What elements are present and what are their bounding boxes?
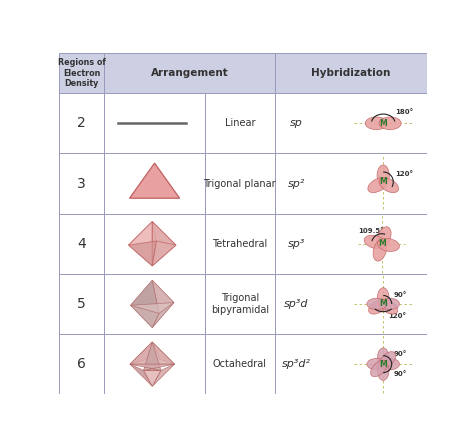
Ellipse shape xyxy=(377,360,389,381)
Bar xyxy=(59,153,104,214)
Ellipse shape xyxy=(364,235,386,249)
Text: 5: 5 xyxy=(77,297,86,311)
Polygon shape xyxy=(130,342,152,364)
Ellipse shape xyxy=(379,178,399,193)
Text: Octahedral: Octahedral xyxy=(213,359,267,369)
Ellipse shape xyxy=(377,238,400,252)
Bar xyxy=(104,53,275,93)
Bar xyxy=(205,153,275,214)
Bar xyxy=(104,153,205,214)
Ellipse shape xyxy=(379,352,396,368)
Bar xyxy=(275,214,427,274)
Ellipse shape xyxy=(377,165,389,186)
Ellipse shape xyxy=(368,178,387,193)
Bar xyxy=(205,274,275,334)
Bar xyxy=(205,214,275,274)
Text: Tetrahedral: Tetrahedral xyxy=(212,239,267,249)
Text: 90°: 90° xyxy=(393,372,407,377)
Polygon shape xyxy=(152,241,176,266)
Ellipse shape xyxy=(377,348,389,368)
Polygon shape xyxy=(130,342,174,364)
Ellipse shape xyxy=(373,240,387,261)
Text: Trigonal
bipyramidal: Trigonal bipyramidal xyxy=(211,293,269,315)
Text: M: M xyxy=(378,239,385,248)
Polygon shape xyxy=(130,364,174,370)
Bar xyxy=(275,334,427,394)
Bar xyxy=(205,334,275,394)
Text: 90°: 90° xyxy=(393,351,407,358)
Ellipse shape xyxy=(379,298,400,310)
Bar xyxy=(59,334,104,394)
Text: 120°: 120° xyxy=(388,313,406,319)
Text: sp³: sp³ xyxy=(288,239,305,249)
Text: 90°: 90° xyxy=(393,292,407,298)
Text: Regions of
Electron
Density: Regions of Electron Density xyxy=(58,58,106,88)
Ellipse shape xyxy=(367,358,387,370)
Polygon shape xyxy=(130,364,152,386)
Text: sp³d: sp³d xyxy=(284,299,309,309)
Polygon shape xyxy=(128,241,156,266)
Text: Hybridization: Hybridization xyxy=(311,68,390,78)
Text: M: M xyxy=(379,178,387,187)
Ellipse shape xyxy=(365,117,387,130)
Ellipse shape xyxy=(379,117,401,130)
Text: Arrangement: Arrangement xyxy=(151,68,228,78)
Polygon shape xyxy=(152,222,176,245)
Ellipse shape xyxy=(367,298,387,310)
Text: Trigonal planar: Trigonal planar xyxy=(203,179,276,189)
Polygon shape xyxy=(152,342,174,364)
Polygon shape xyxy=(144,342,161,370)
Text: 2: 2 xyxy=(77,117,86,130)
Text: Linear: Linear xyxy=(225,118,255,128)
Bar xyxy=(275,93,427,153)
Polygon shape xyxy=(130,303,174,328)
Ellipse shape xyxy=(377,227,391,248)
Bar xyxy=(59,274,104,334)
Polygon shape xyxy=(128,222,156,245)
Ellipse shape xyxy=(377,288,389,308)
Text: M: M xyxy=(379,360,387,369)
Polygon shape xyxy=(152,303,174,328)
Text: sp: sp xyxy=(290,118,303,128)
Text: 180°: 180° xyxy=(396,109,414,115)
Text: M: M xyxy=(379,119,387,128)
Polygon shape xyxy=(144,370,161,386)
Text: 4: 4 xyxy=(77,237,86,251)
Ellipse shape xyxy=(379,358,400,370)
Ellipse shape xyxy=(369,300,387,314)
Bar xyxy=(104,334,205,394)
Text: 6: 6 xyxy=(77,357,86,371)
Polygon shape xyxy=(128,222,152,266)
Text: sp²: sp² xyxy=(288,179,305,189)
Ellipse shape xyxy=(371,360,387,377)
Bar xyxy=(275,153,427,214)
Text: 3: 3 xyxy=(77,176,86,190)
Bar xyxy=(59,93,104,153)
Bar xyxy=(59,214,104,274)
Polygon shape xyxy=(130,305,159,328)
Polygon shape xyxy=(129,163,180,198)
Bar xyxy=(104,93,205,153)
Bar xyxy=(205,93,275,153)
Bar xyxy=(59,53,104,93)
Bar xyxy=(275,53,427,93)
Text: 120°: 120° xyxy=(395,171,413,177)
Polygon shape xyxy=(152,280,174,313)
Polygon shape xyxy=(152,364,174,386)
Text: M: M xyxy=(379,299,387,308)
Polygon shape xyxy=(130,280,159,313)
Bar xyxy=(104,274,205,334)
Bar xyxy=(275,274,427,334)
Polygon shape xyxy=(130,280,174,305)
Polygon shape xyxy=(152,222,176,266)
Ellipse shape xyxy=(379,300,398,314)
Text: sp³d²: sp³d² xyxy=(282,359,311,369)
Bar xyxy=(104,214,205,274)
Text: 109.5°: 109.5° xyxy=(358,228,384,234)
